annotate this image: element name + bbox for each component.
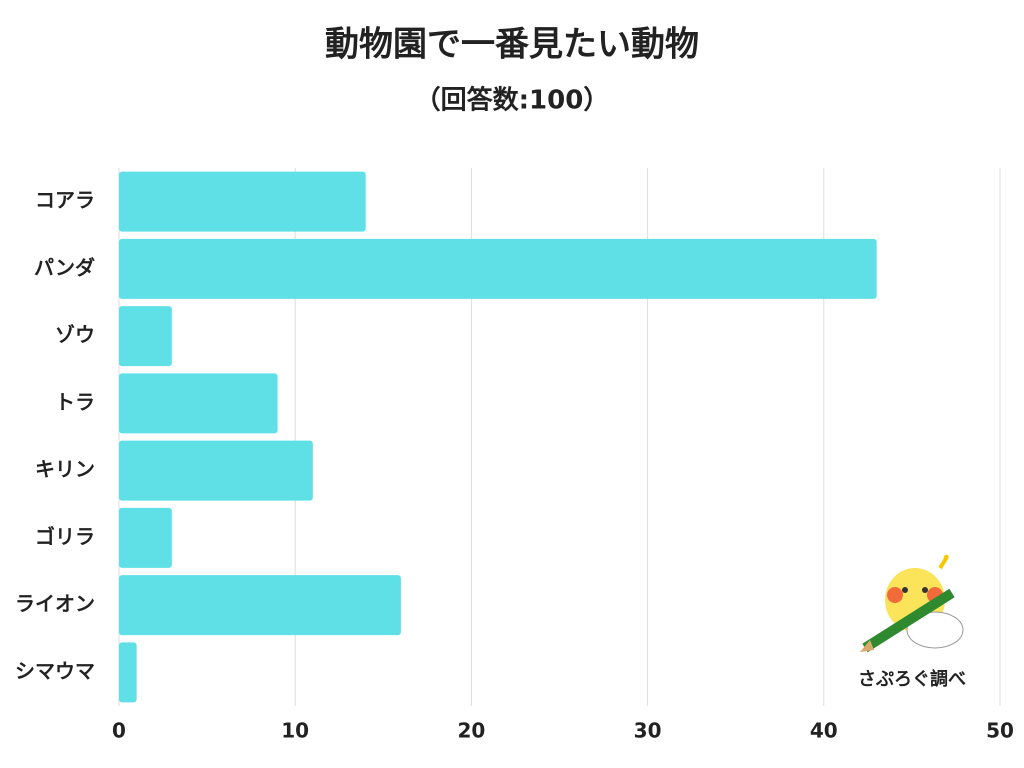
y-tick-label: パンダ (34, 255, 95, 279)
x-tick-label: 30 (634, 719, 662, 743)
bar (119, 440, 313, 501)
chart-subtitle: （回答数:100） (415, 85, 610, 116)
y-tick-label: シマウマ (15, 659, 95, 683)
annotation: さぷろぐ調べ (858, 668, 966, 690)
x-tick-label: 10 (281, 719, 309, 743)
x-tick-label: 40 (810, 719, 838, 743)
y-tick-label: ライオン (15, 592, 95, 616)
y-tick-label: コアラ (35, 188, 95, 212)
bar (119, 373, 278, 434)
x-tick-label: 0 (112, 719, 126, 743)
y-tick-label: ゾウ (55, 323, 95, 347)
logo-bird (860, 554, 964, 653)
bar (119, 306, 172, 367)
bar (119, 171, 366, 232)
y-tick-label: ゴリラ (35, 524, 95, 548)
bar (119, 642, 137, 703)
bar (119, 507, 172, 568)
x-tick-label: 20 (457, 719, 485, 743)
bar (119, 238, 877, 299)
chart-title: 動物園で一番見たい動物 (325, 25, 699, 65)
y-tick-label: トラ (55, 390, 95, 414)
x-tick-label: 50 (986, 719, 1014, 743)
y-tick-label: キリン (35, 457, 95, 481)
bar (119, 575, 401, 636)
